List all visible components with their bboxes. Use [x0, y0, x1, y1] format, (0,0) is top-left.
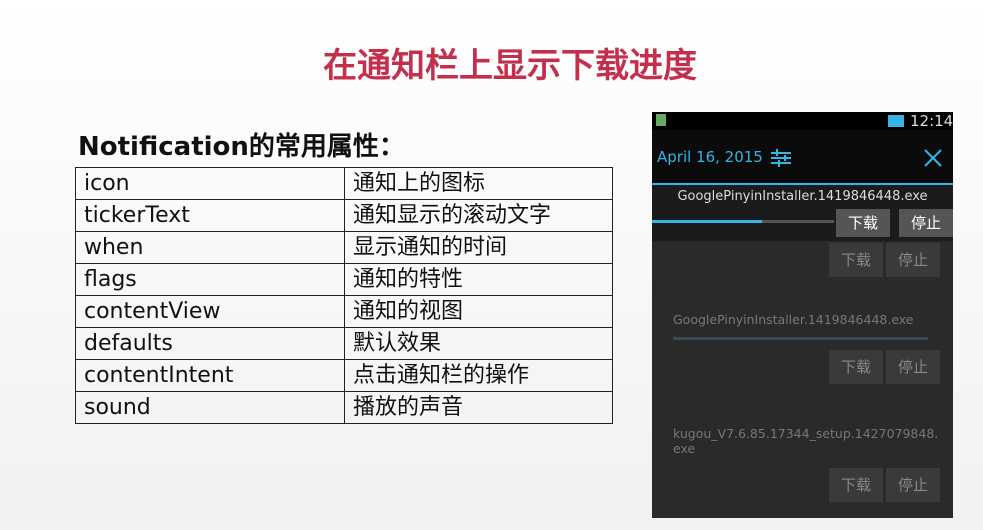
attribute-name: defaults — [75, 327, 345, 360]
attribute-description: 通知上的图标 — [344, 167, 613, 200]
attribute-name: tickerText — [75, 199, 345, 232]
attribute-name: contentIntent — [75, 359, 345, 392]
stop-button[interactable]: 停止 — [899, 209, 953, 237]
table-row: tickerText 通知显示的滚动文字 — [75, 199, 613, 232]
attribute-name: sound — [75, 391, 345, 424]
table-row: sound 播放的声音 — [75, 391, 613, 424]
android-icon — [656, 114, 666, 126]
attribute-table: icon 通知上的图标 tickerText 通知显示的滚动文字 when 显示通知的时间… — [75, 167, 613, 424]
slide-title: 在通知栏上显示下载进度 — [323, 46, 697, 86]
stop-button[interactable]: 停止 — [886, 468, 940, 502]
download-button[interactable]: 下载 — [829, 350, 883, 384]
phone-screenshot: 12:14 April 16, 2015 GooglePinyinInstall… — [652, 112, 953, 518]
attribute-description: 默认效果 — [344, 327, 613, 360]
attribute-description: 通知的特性 — [344, 263, 613, 296]
file-name: GooglePinyinInstaller.1419846448.exe — [677, 189, 928, 204]
table-row: contentIntent 点击通知栏的操作 — [75, 359, 613, 392]
attribute-description: 显示通知的时间 — [344, 231, 613, 264]
attribute-name: when — [75, 231, 345, 264]
table-row: flags 通知的特性 — [75, 263, 613, 296]
close-icon[interactable] — [924, 149, 942, 167]
attribute-description: 通知显示的滚动文字 — [344, 199, 613, 232]
attribute-description: 通知的视图 — [344, 295, 613, 328]
attribute-name: icon — [75, 167, 345, 200]
date: April 16, 2015 — [657, 148, 763, 166]
table-row: when 显示通知的时间 — [75, 231, 613, 264]
settings-icon — [771, 149, 791, 167]
progress-bar — [652, 220, 762, 223]
status-time: 12:14 — [910, 112, 953, 130]
status-bar: 12:14 — [652, 112, 953, 130]
download-button[interactable]: 下载 — [829, 468, 883, 502]
stop-button[interactable]: 停止 — [886, 350, 940, 384]
attribute-name: contentView — [75, 295, 345, 328]
download-button[interactable]: 下载 — [836, 209, 890, 237]
signal-icon — [888, 115, 904, 127]
file-name: GooglePinyinInstaller.1419846448.exe — [673, 312, 914, 327]
notification: GooglePinyinInstaller.1419846448.exe 下载 … — [652, 185, 953, 241]
divider — [652, 183, 953, 185]
subtitle: Notification的常用属性： — [78, 132, 405, 162]
file-name: kugou_V7.6.85.17344_setup.1427079848.exe — [673, 426, 939, 456]
download-button[interactable]: 下载 — [829, 243, 883, 277]
attribute-name: flags — [75, 263, 345, 296]
attribute-description: 点击通知栏的操作 — [344, 359, 613, 392]
attribute-description: 播放的声音 — [344, 391, 613, 424]
table-row: defaults 默认效果 — [75, 327, 613, 360]
stop-button[interactable]: 停止 — [886, 243, 940, 277]
notification-header: April 16, 2015 — [652, 130, 953, 185]
progress-track — [762, 220, 834, 223]
table-row: icon 通知上的图标 — [75, 167, 613, 200]
table-row: contentView 通知的视图 — [75, 295, 613, 328]
progress-track — [673, 337, 928, 340]
